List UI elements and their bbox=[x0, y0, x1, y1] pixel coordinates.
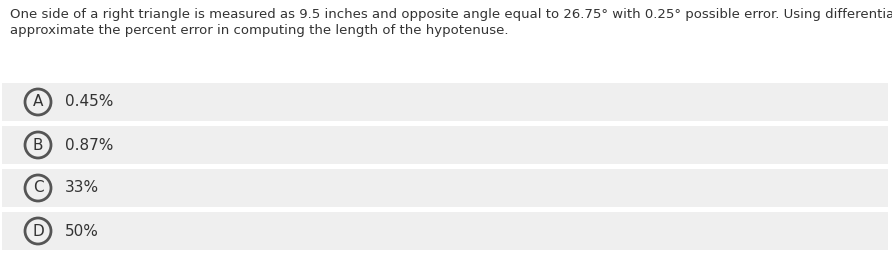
FancyBboxPatch shape bbox=[2, 126, 888, 164]
Text: B: B bbox=[33, 138, 43, 153]
Text: approximate the percent error in computing the length of the hypotenuse.: approximate the percent error in computi… bbox=[10, 24, 508, 37]
Text: D: D bbox=[32, 224, 44, 238]
Text: 50%: 50% bbox=[65, 224, 99, 238]
Text: A: A bbox=[33, 94, 43, 109]
Text: 0.45%: 0.45% bbox=[65, 94, 113, 109]
Text: 33%: 33% bbox=[65, 180, 99, 196]
Text: 0.87%: 0.87% bbox=[65, 138, 113, 153]
Text: One side of a right triangle is measured as 9.5 inches and opposite angle equal : One side of a right triangle is measured… bbox=[10, 8, 892, 21]
Text: C: C bbox=[33, 180, 44, 196]
FancyBboxPatch shape bbox=[2, 83, 888, 121]
FancyBboxPatch shape bbox=[2, 212, 888, 250]
FancyBboxPatch shape bbox=[2, 169, 888, 207]
